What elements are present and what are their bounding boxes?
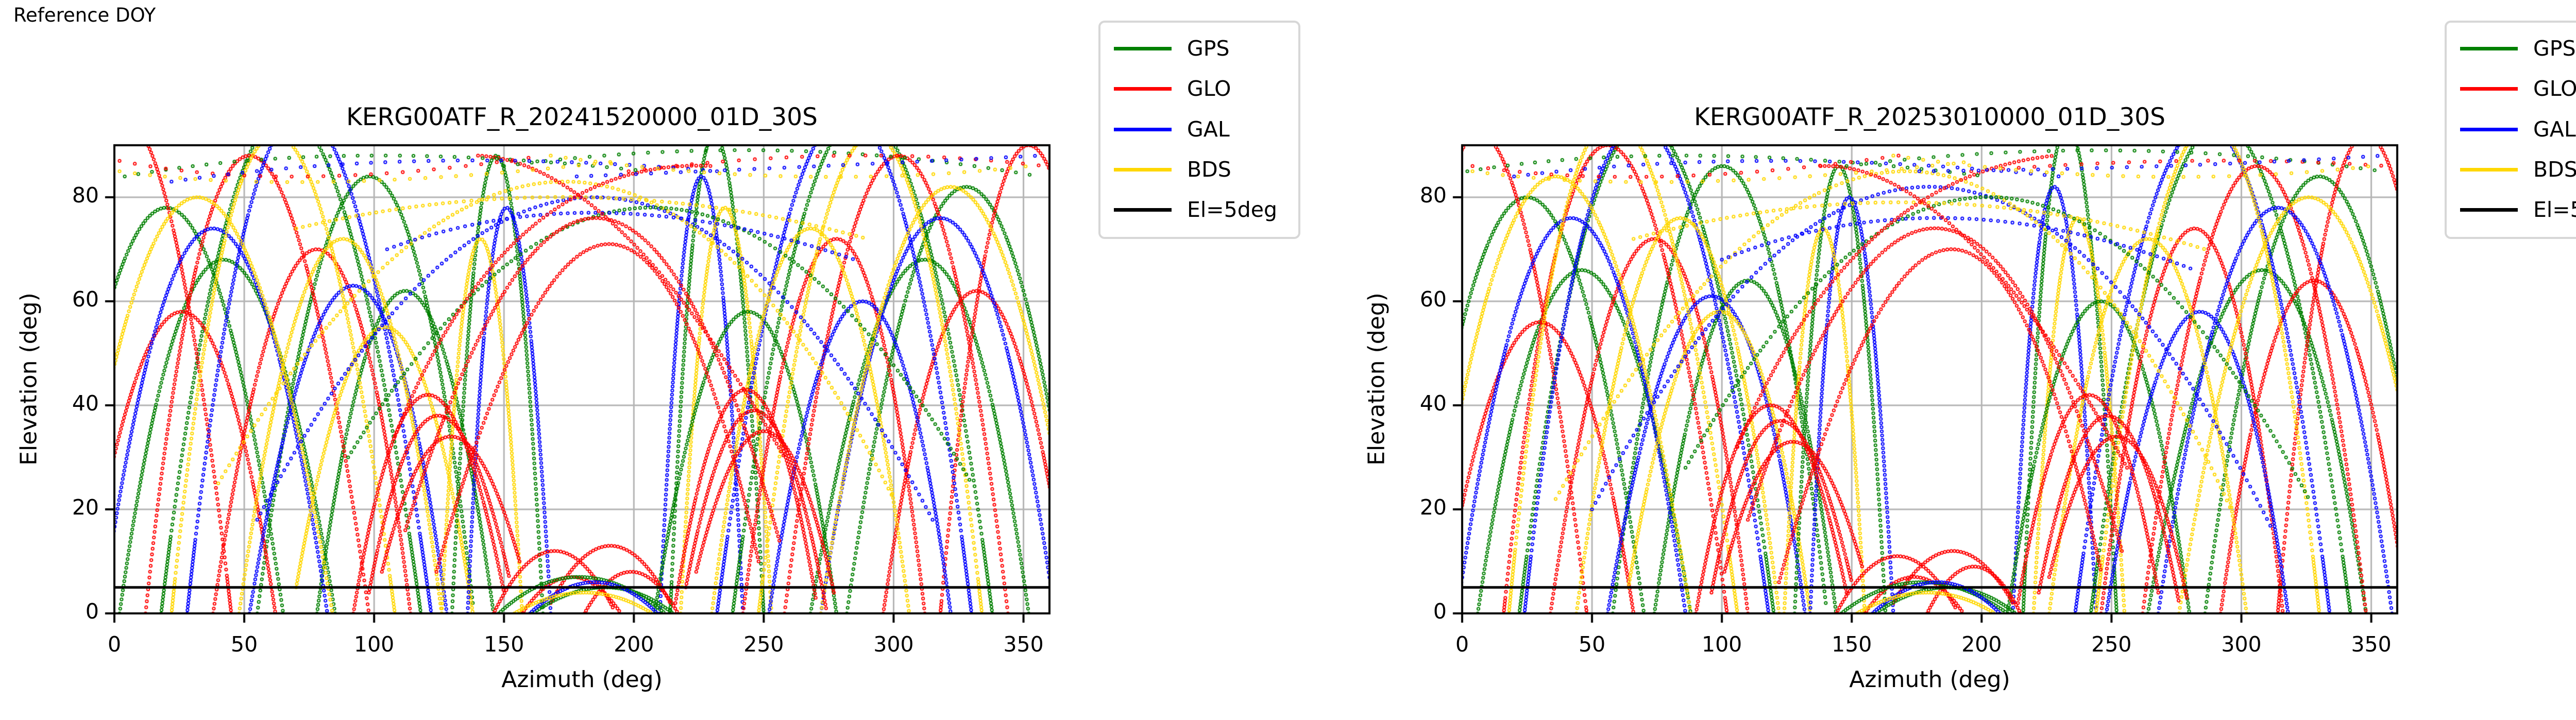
- plot2-yaxis-label: Elevation (deg): [1363, 293, 1390, 466]
- x-tick-label: 350: [2351, 632, 2392, 657]
- x-tick-label: 0: [1455, 632, 1469, 657]
- plot1-yaxis-label: Elevation (deg): [15, 293, 42, 466]
- figure-suptitle: Reference DOY: [13, 4, 156, 26]
- gps-line-swatch: [1114, 47, 1172, 50]
- legend-entry-glo: GLO: [2460, 78, 2576, 99]
- legend-label: GPS: [1187, 36, 1230, 61]
- legend-entry-gps: GPS: [1114, 38, 1288, 59]
- plot1-xaxis-label: Azimuth (deg): [501, 666, 663, 693]
- plot1-canvas: [94, 135, 1070, 649]
- legend-entry-glo: GLO: [1114, 78, 1288, 99]
- x-tick-label: 200: [614, 632, 654, 657]
- plot2-xaxis-label: Azimuth (deg): [1849, 666, 2010, 693]
- y-tick-label: 20: [1419, 495, 1447, 520]
- legend-label: GLO: [2533, 76, 2576, 101]
- legend-label: El=5deg: [2533, 197, 2576, 222]
- y-tick-label: 40: [72, 391, 99, 416]
- legend-entry-gal: GAL: [1114, 116, 1288, 142]
- x-tick-label: 150: [484, 632, 524, 657]
- gps-line-swatch: [2460, 47, 2518, 50]
- legend-entry-gps: GPS: [2460, 38, 2576, 59]
- glo-line-swatch: [2460, 87, 2518, 91]
- gal-line-swatch: [2460, 127, 2518, 131]
- y-tick-label: 60: [72, 287, 99, 312]
- x-tick-label: 150: [1832, 632, 1872, 657]
- legend-label: GPS: [2533, 36, 2576, 61]
- x-tick-label: 250: [2091, 632, 2132, 657]
- legend-label: BDS: [2533, 157, 2576, 182]
- gal-line-swatch: [1114, 127, 1172, 131]
- x-tick-label: 50: [230, 632, 258, 657]
- x-tick-label: 100: [354, 632, 395, 657]
- y-tick-label: 0: [85, 599, 99, 624]
- x-tick-label: 50: [1578, 632, 1606, 657]
- glo-line-swatch: [1114, 87, 1172, 91]
- y-tick-label: 20: [72, 495, 99, 520]
- legend-entry-gal: GAL: [2460, 116, 2576, 142]
- el5-line-swatch: [1114, 208, 1172, 212]
- legend-label: GAL: [2533, 116, 2576, 142]
- x-tick-label: 300: [873, 632, 914, 657]
- y-tick-label: 60: [1419, 287, 1447, 312]
- plot2-title: KERG00ATF_R_20253010000_01D_30S: [1694, 103, 2165, 131]
- plot1-title: KERG00ATF_R_20241520000_01D_30S: [346, 103, 818, 131]
- legend-entry-el5: El=5deg: [1114, 199, 1288, 220]
- legend-label: El=5deg: [1187, 197, 1278, 222]
- y-tick-label: 40: [1419, 391, 1447, 416]
- x-tick-label: 350: [1003, 632, 1044, 657]
- y-tick-label: 80: [1419, 183, 1447, 208]
- legend-label: GAL: [1187, 116, 1230, 142]
- x-tick-label: 300: [2221, 632, 2262, 657]
- bds-line-swatch: [1114, 167, 1172, 172]
- x-tick-label: 0: [107, 632, 122, 657]
- legend-entry-el5: El=5deg: [2460, 199, 2576, 220]
- x-tick-label: 100: [1702, 632, 1742, 657]
- legend-entry-bds: BDS: [1114, 159, 1288, 180]
- legend-label: BDS: [1187, 157, 1231, 182]
- legend-entry-bds: BDS: [2460, 159, 2576, 180]
- x-tick-label: 250: [743, 632, 784, 657]
- plot1-legend: GPS GLO GAL BDS El=5deg: [1098, 21, 1300, 239]
- y-tick-label: 0: [1433, 599, 1447, 624]
- y-tick-label: 80: [72, 183, 99, 208]
- legend-label: GLO: [1187, 76, 1231, 101]
- plot2-legend: GPS GLO GAL BDS El=5deg: [2445, 21, 2576, 239]
- x-tick-label: 200: [1961, 632, 2002, 657]
- el5-line-swatch: [2460, 208, 2518, 212]
- plot2-canvas: [1442, 135, 2418, 649]
- bds-line-swatch: [2460, 167, 2518, 172]
